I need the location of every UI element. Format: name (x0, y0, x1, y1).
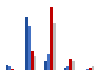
Bar (6, 65, 8, 70)
Bar (53, 24, 56, 70)
Bar (31, 51, 34, 70)
Bar (64, 68, 66, 70)
Bar (50, 7, 53, 70)
Bar (47, 54, 50, 70)
Bar (8, 66, 11, 70)
Bar (92, 66, 94, 70)
Bar (86, 69, 89, 70)
Bar (34, 56, 36, 70)
Bar (44, 61, 47, 70)
Bar (66, 66, 69, 70)
Bar (69, 59, 72, 70)
Bar (89, 68, 92, 70)
Bar (72, 61, 75, 70)
Bar (28, 26, 31, 70)
Bar (25, 17, 28, 70)
Bar (11, 69, 14, 70)
